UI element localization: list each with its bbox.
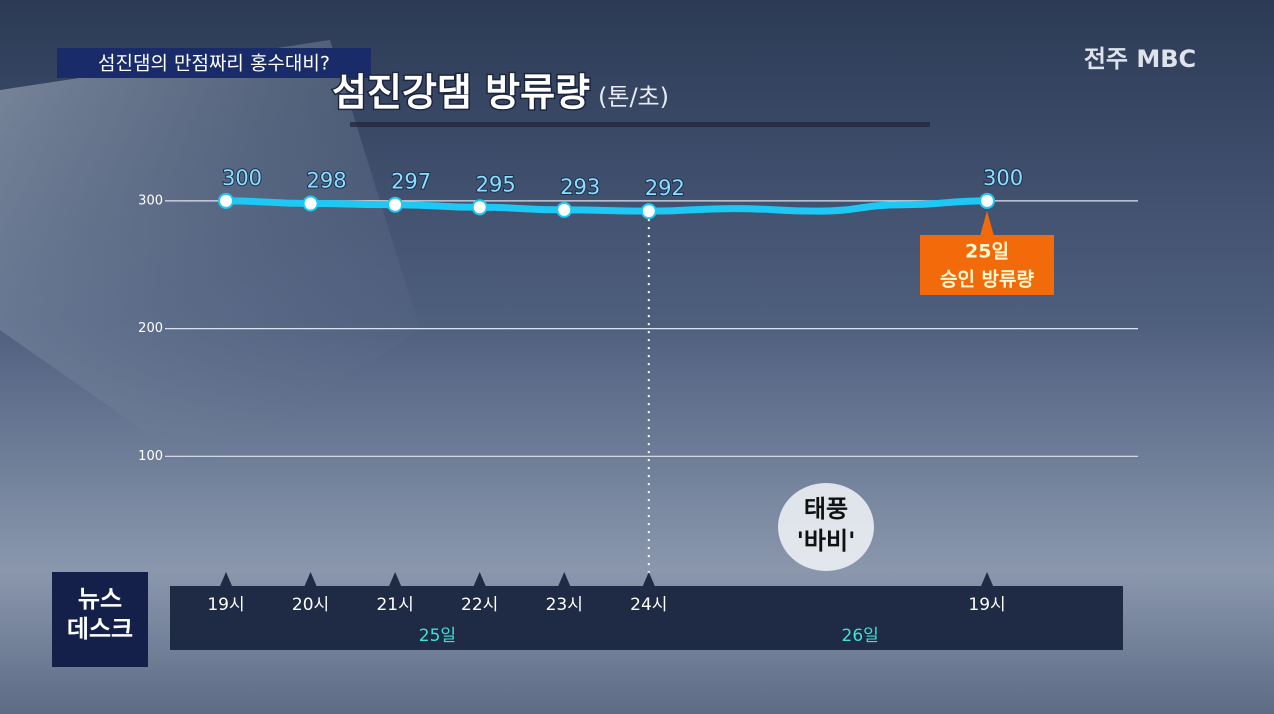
note: '바비' <box>797 527 856 555</box>
y-tick-label: 300 <box>138 193 163 208</box>
y-tick-label: 200 <box>138 321 163 336</box>
note-bg <box>778 483 874 571</box>
series-line <box>222 197 991 215</box>
caption-box <box>57 48 371 78</box>
point-marker <box>471 199 488 216</box>
note: 태풍 <box>804 495 848 523</box>
data-label: 293 <box>560 175 600 199</box>
x-tick-label: 23시 <box>546 595 583 615</box>
annotation-box <box>920 235 1054 295</box>
broadcaster: 전주 MBC <box>1084 45 1196 73</box>
y-tick-label: 100 <box>138 449 163 464</box>
dam-image <box>0 40 420 470</box>
point-marker <box>640 203 657 220</box>
x-tick-label: 21시 <box>376 595 413 615</box>
x-tick-mark <box>473 572 486 586</box>
program-box <box>52 572 148 667</box>
data-label: 292 <box>645 176 685 200</box>
point-marker <box>556 201 573 218</box>
x-tick-mark <box>642 572 655 586</box>
data-label: 300 <box>222 166 262 190</box>
x-tick-mark <box>389 572 402 586</box>
title-rule <box>350 122 930 127</box>
program: 뉴스 <box>78 585 122 613</box>
x-tick-mark <box>220 572 232 586</box>
data-label: 295 <box>476 172 516 196</box>
data-label: 300 <box>983 166 1023 190</box>
x-group-label: 25일 <box>419 626 456 646</box>
x-tick-mark <box>558 572 571 586</box>
x-tick-mark <box>304 572 317 586</box>
annotation: 25일 <box>965 241 1009 263</box>
point-marker <box>218 192 234 209</box>
unit: (톤/초) <box>598 83 669 111</box>
annotation-pointer <box>980 210 995 236</box>
point-marker <box>302 195 319 212</box>
chart-title: 섬진강댐 방류량 <box>332 71 590 115</box>
x-tick-label: 20시 <box>292 595 329 615</box>
x-tick-mark <box>981 572 994 586</box>
data-label: 298 <box>307 168 347 192</box>
program: 데스크 <box>67 615 133 643</box>
point-marker <box>979 192 996 209</box>
x-tick-label: 22시 <box>461 595 498 615</box>
x-tick-label: 19시 <box>968 595 1005 615</box>
x-group-label: 26일 <box>842 626 879 646</box>
point-marker <box>387 196 404 213</box>
data-label: 297 <box>391 170 431 194</box>
note-badge: 태풍 '바비' <box>778 483 874 571</box>
x-tick-label: 19시 <box>207 595 244 615</box>
annotation: 승인 방류량 <box>940 269 1035 291</box>
caption: 섬진댐의 만점짜리 홍수대비? <box>98 53 330 75</box>
x-tick-label: 24시 <box>630 595 667 615</box>
time-bar <box>170 586 1123 650</box>
